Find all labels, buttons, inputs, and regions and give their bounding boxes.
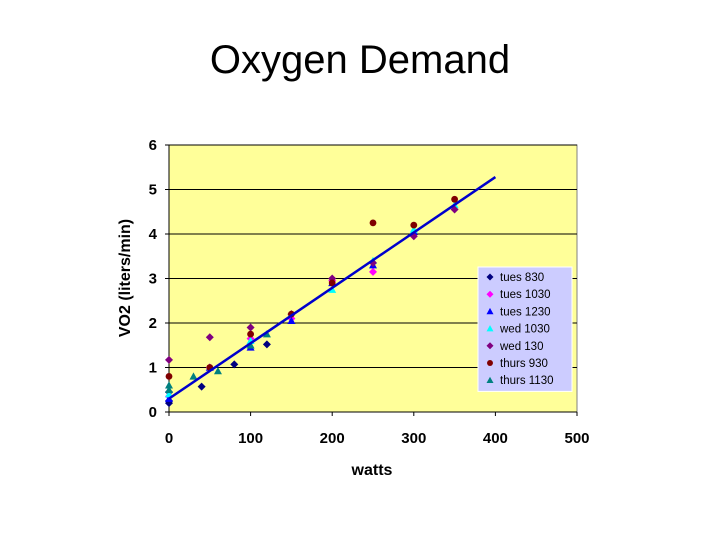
legend-label: wed 130 bbox=[499, 341, 543, 353]
legend-marker bbox=[486, 273, 494, 281]
legend-marker bbox=[486, 342, 494, 350]
y-tick-label: 0 bbox=[149, 404, 157, 421]
x-tick-label: 400 bbox=[483, 430, 508, 447]
y-tick-label: 3 bbox=[149, 271, 157, 288]
legend-label: thurs 930 bbox=[500, 358, 548, 370]
data-point-series-5 bbox=[410, 221, 418, 229]
x-tick-label: 100 bbox=[238, 430, 263, 447]
legend-box bbox=[477, 266, 573, 392]
legend-marker bbox=[486, 290, 494, 298]
x-tick-label: 300 bbox=[401, 430, 426, 447]
data-points bbox=[165, 195, 459, 408]
data-point-series-0 bbox=[230, 360, 239, 369]
legend-label: tues 1230 bbox=[500, 306, 551, 318]
data-point-series-4 bbox=[165, 355, 173, 364]
legend: tues 830 tues 1030 tues 1230 wed 1030 wed 13… bbox=[477, 266, 573, 392]
data-point-series-1 bbox=[369, 267, 377, 276]
x-tick-label: 0 bbox=[165, 430, 173, 447]
y-tick-label: 2 bbox=[149, 315, 157, 332]
tick-labels: 0 1 2 3 4 5 6 0 100 200 300 400 500 bbox=[149, 137, 590, 447]
data-point-series-6 bbox=[213, 367, 222, 375]
y-tick-label: 4 bbox=[149, 226, 158, 243]
legend-label: tues 830 bbox=[500, 272, 544, 284]
data-point-series-2 bbox=[287, 316, 296, 324]
legend-label: tues 1030 bbox=[500, 289, 551, 301]
data-point-series-6 bbox=[246, 341, 255, 349]
legend-marker bbox=[486, 307, 494, 315]
data-point-series-6 bbox=[262, 330, 271, 338]
x-tick-label: 200 bbox=[320, 430, 345, 447]
data-point-series-0 bbox=[197, 382, 206, 391]
data-point-series-5 bbox=[328, 279, 336, 287]
data-point-series-6 bbox=[165, 385, 173, 393]
data-point-series-6 bbox=[189, 372, 198, 380]
x-tick-label: 500 bbox=[564, 430, 589, 447]
data-point-series-5 bbox=[165, 373, 173, 380]
data-point-series-5 bbox=[247, 330, 255, 338]
y-tick-label: 6 bbox=[149, 137, 157, 154]
legend-label: wed 1030 bbox=[499, 324, 550, 336]
y-axis-label: VO2 (liters/min) bbox=[117, 219, 134, 337]
slide-title: Oxygen Demand bbox=[209, 38, 511, 82]
y-tick-label: 5 bbox=[149, 182, 157, 199]
legend-marker bbox=[486, 325, 494, 332]
legend-marker bbox=[486, 376, 494, 383]
data-point-series-5 bbox=[369, 219, 377, 227]
data-point-series-4 bbox=[246, 323, 255, 332]
legend-label: thurs 1130 bbox=[500, 375, 554, 387]
trendline bbox=[168, 176, 497, 400]
legend-marker bbox=[487, 360, 493, 366]
data-point-series-3 bbox=[165, 390, 173, 398]
y-tick-label: 1 bbox=[149, 360, 157, 377]
x-axis-label: watts bbox=[351, 462, 393, 479]
data-point-series-0 bbox=[262, 340, 271, 349]
data-point-series-5 bbox=[451, 195, 458, 203]
data-point-series-4 bbox=[205, 333, 214, 342]
data-point-series-6 bbox=[165, 381, 173, 389]
axes bbox=[165, 144, 578, 416]
